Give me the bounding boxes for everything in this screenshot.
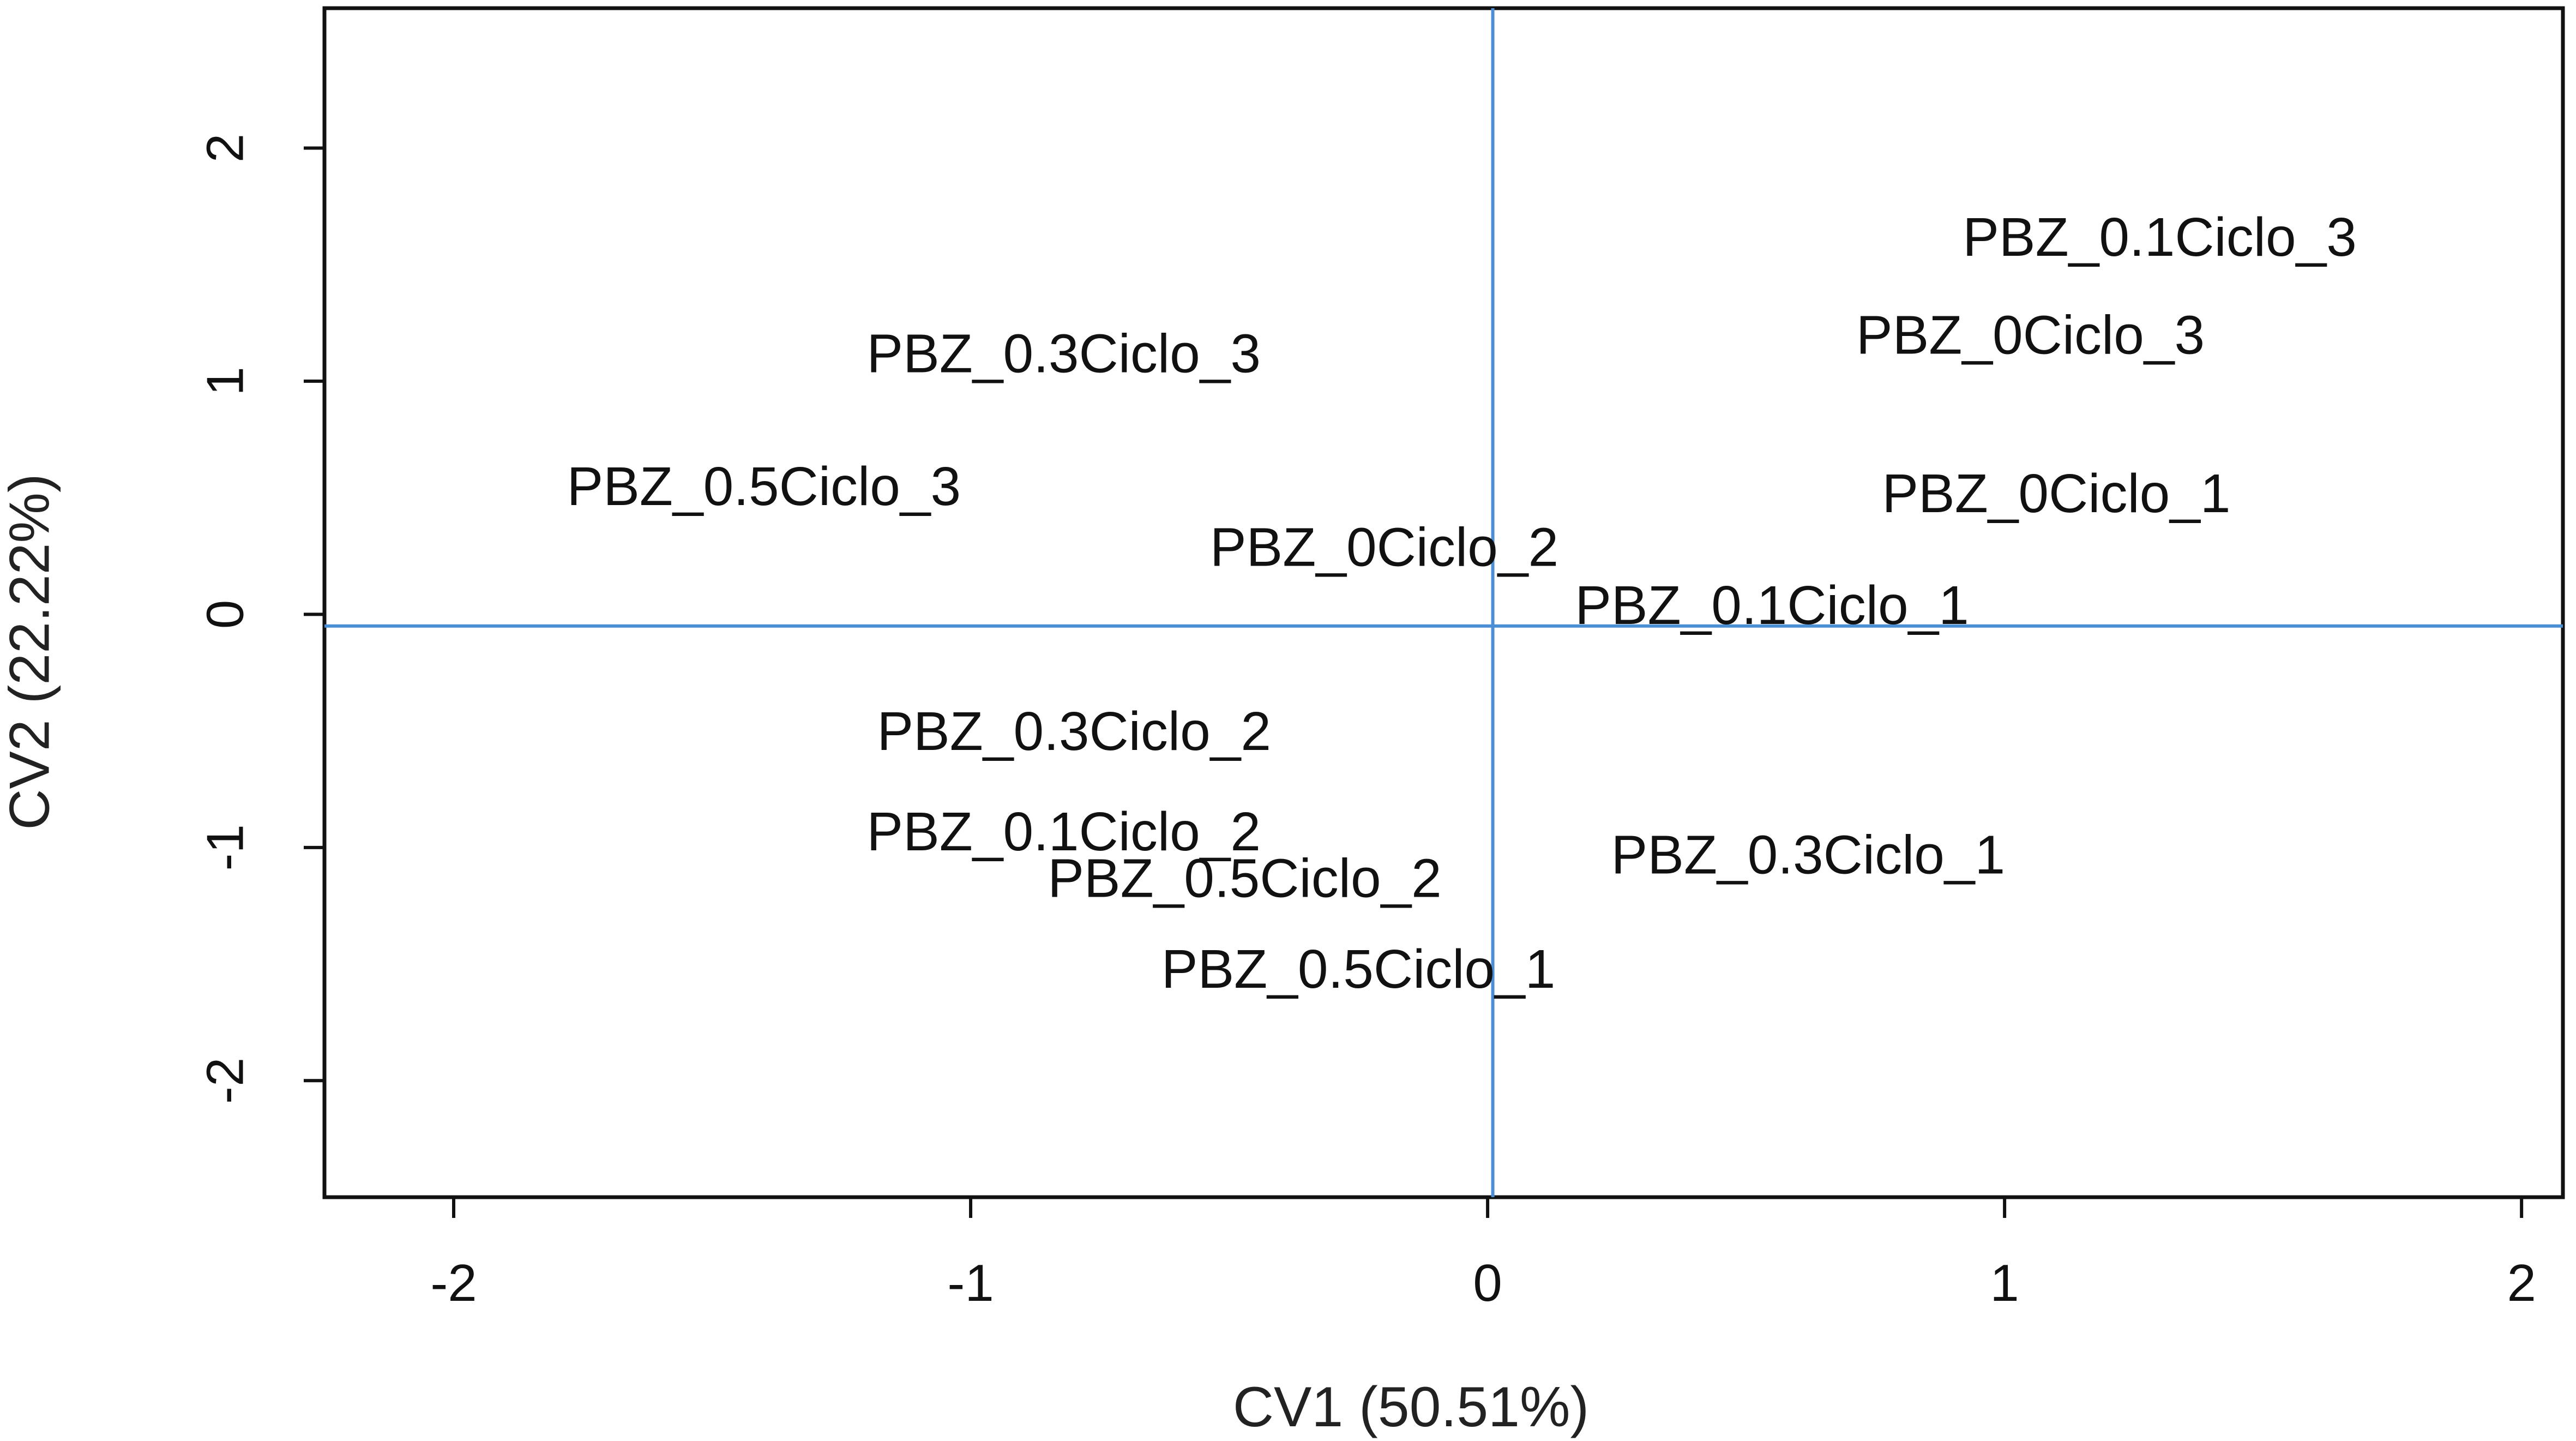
point-label: PBZ_0.5Ciclo_3 — [567, 456, 961, 517]
y-tick-label: 1 — [196, 367, 254, 395]
y-tick-label: -2 — [196, 1058, 254, 1104]
point-label: PBZ_0.1Ciclo_2 — [866, 801, 1261, 862]
reference-lines — [324, 8, 2563, 1197]
x-tick-label: 2 — [2507, 1254, 2536, 1312]
y-tick-label: -1 — [196, 824, 254, 870]
point-label: PBZ_0.3Ciclo_3 — [866, 323, 1261, 385]
y-axis-title: CV2 (22.22%) — [0, 473, 61, 830]
y-tick-label: 2 — [196, 134, 254, 163]
point-label: PBZ_0.1Ciclo_1 — [1575, 575, 1969, 636]
data-labels: PBZ_0.1Ciclo_3 PBZ_0Ciclo_3 PBZ_0.3Ciclo_3… — [567, 207, 2357, 1000]
point-label: PBZ_0.5Ciclo_2 — [1048, 848, 1442, 909]
y-tick-label: 0 — [196, 600, 254, 629]
y-axis-ticks: -2 -1 0 1 2 — [196, 134, 324, 1104]
point-label: PBZ_0.3Ciclo_1 — [1611, 825, 2006, 886]
point-label: PBZ_0Ciclo_3 — [1856, 304, 2205, 365]
x-axis-ticks: -2 -1 0 1 2 — [430, 1197, 2536, 1312]
point-label: PBZ_0Ciclo_1 — [1882, 463, 2230, 524]
point-label: PBZ_0.1Ciclo_3 — [1963, 207, 2357, 268]
x-axis-title: CV1 (50.51%) — [1233, 1376, 1589, 1438]
point-label: PBZ_0.5Ciclo_1 — [1161, 939, 1556, 1000]
x-tick-label: 1 — [1990, 1254, 2019, 1312]
x-tick-label: 0 — [1473, 1254, 1502, 1312]
point-label: PBZ_0.3Ciclo_2 — [877, 701, 1271, 762]
x-tick-label: -2 — [430, 1254, 477, 1312]
plot-frame — [322, 6, 2565, 1199]
x-tick-label: -1 — [947, 1254, 994, 1312]
point-label: PBZ_0Ciclo_2 — [1210, 517, 1558, 578]
